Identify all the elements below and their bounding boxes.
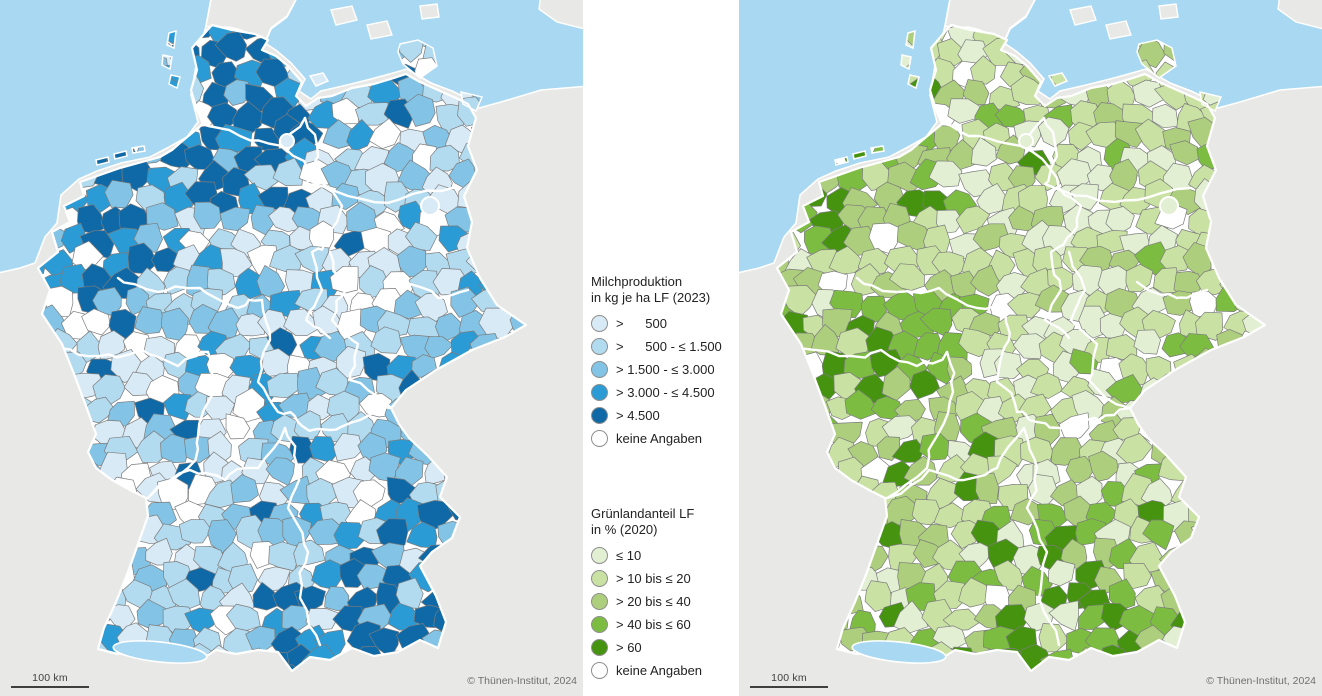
legend-item-label: > 40 bis ≤ 60 (616, 617, 691, 632)
legend-item-label: > 3.000 - ≤ 4.500 (616, 385, 715, 400)
legend-item: > 500 - ≤ 1.500 (591, 335, 739, 358)
class-swatch-icon (591, 593, 608, 610)
legend-column: Milchproduktion in kg je ha LF (2023) > … (583, 0, 739, 696)
copyright-note: © Thünen-Institut, 2024 (1206, 675, 1316, 687)
legend-subtitle: in % (2020) (591, 522, 658, 537)
legend-item-label: > 10 bis ≤ 20 (616, 571, 691, 586)
legend-title: Grünlandanteil LF (591, 506, 695, 521)
scalebar-label: 100 km (771, 671, 807, 684)
legend-item-label: ≤ 10 (616, 548, 642, 563)
legend-item-label: > 4.500 (616, 408, 660, 423)
map-panel-grassland: 100 km © Thünen-Institut, 2024 (739, 0, 1322, 696)
legend-grassland: Grünlandanteil LF in % (2020) ≤ 10 > 10 … (591, 506, 739, 682)
legend-milk: Milchproduktion in kg je ha LF (2023) > … (591, 274, 739, 450)
legend-item: > 60 (591, 636, 739, 659)
legend-item-label: keine Angaben (616, 663, 703, 678)
class-swatch-icon (591, 616, 608, 633)
scalebar-label: 100 km (32, 671, 68, 684)
legend-item: > 3.000 - ≤ 4.500 (591, 381, 739, 404)
legend-item-label: > 1.500 - ≤ 3.000 (616, 362, 715, 377)
legend-item: > 20 bis ≤ 40 (591, 590, 739, 613)
class-swatch-icon (591, 384, 608, 401)
legend-item: > 4.500 (591, 404, 739, 427)
legend-item: > 10 bis ≤ 20 (591, 567, 739, 590)
legend-item: > 500 (591, 312, 739, 335)
legend-item: > 40 bis ≤ 60 (591, 613, 739, 636)
scalebar: 100 km (11, 671, 89, 688)
germany-choropleth-milk (0, 0, 583, 696)
legend-subtitle: in kg je ha LF (2023) (591, 290, 711, 305)
class-swatch-icon (591, 338, 608, 355)
legend-items: ≤ 10 > 10 bis ≤ 20 > 20 bis ≤ 40 > 40 bi… (591, 544, 739, 682)
legend-item: keine Angaben (591, 659, 739, 682)
scalebar-line (11, 685, 89, 688)
no-data-swatch-icon (591, 430, 608, 447)
class-swatch-icon (591, 547, 608, 564)
class-swatch-icon (591, 315, 608, 332)
scalebar: 100 km (750, 671, 828, 688)
legend-item: keine Angaben (591, 427, 739, 450)
legend-items: > 500 > 500 - ≤ 1.500 > 1.500 - ≤ 3.000 … (591, 312, 739, 450)
copyright-note: © Thünen-Institut, 2024 (467, 675, 577, 687)
legend-item-label: keine Angaben (616, 431, 703, 446)
legend-item: ≤ 10 (591, 544, 739, 567)
germany-choropleth-grassland (739, 0, 1322, 696)
legend-item: > 1.500 - ≤ 3.000 (591, 358, 739, 381)
map-panel-milk: 100 km © Thünen-Institut, 2024 (0, 0, 583, 696)
class-swatch-icon (591, 361, 608, 378)
class-swatch-icon (591, 407, 608, 424)
scalebar-line (750, 685, 828, 688)
legend-item-label: > 500 (616, 316, 667, 331)
legend-item-label: > 60 (616, 640, 642, 655)
class-swatch-icon (591, 570, 608, 587)
legend-item-label: > 20 bis ≤ 40 (616, 594, 691, 609)
legend-item-label: > 500 - ≤ 1.500 (616, 339, 722, 354)
class-swatch-icon (591, 639, 608, 656)
legend-title: Milchproduktion (591, 274, 683, 289)
no-data-swatch-icon (591, 662, 608, 679)
